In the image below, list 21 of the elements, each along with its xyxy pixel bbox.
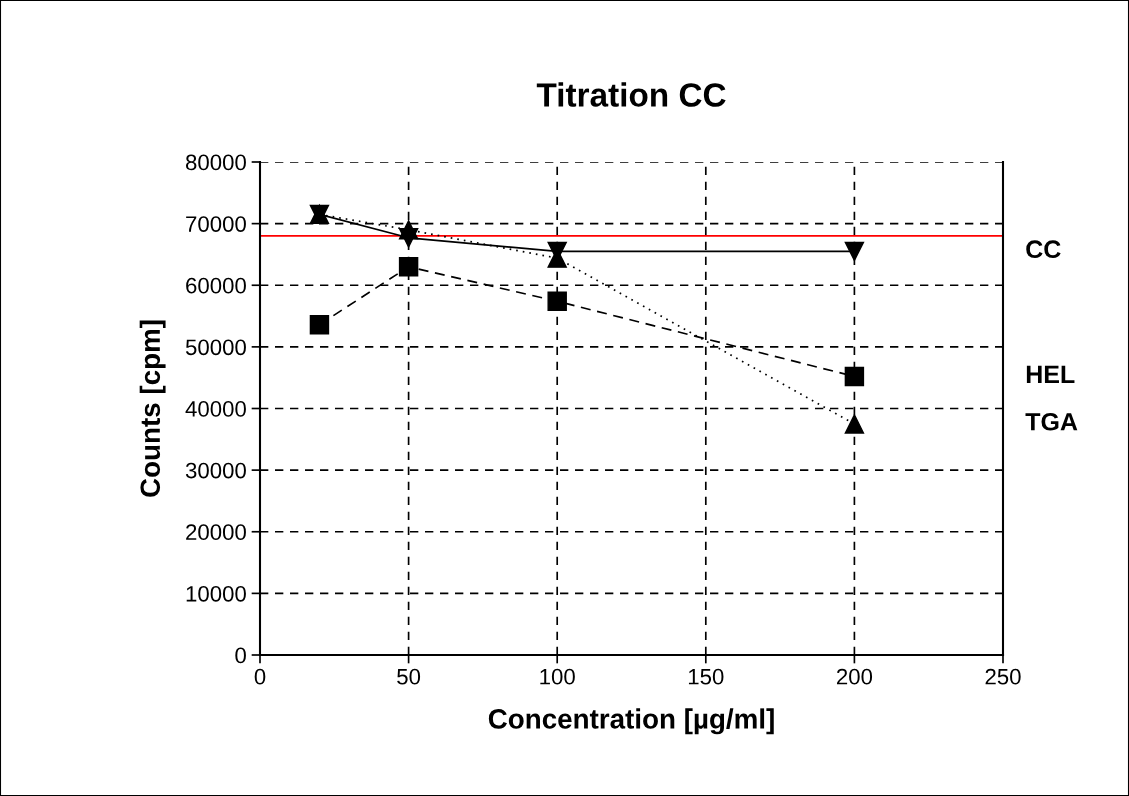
y-tick-label: 60000 [186, 277, 246, 294]
x-tick-label: 50 [397, 668, 421, 685]
y-tick-label: 80000 [185, 154, 246, 171]
y-tick-label: 10000 [186, 585, 246, 602]
y-tick-label: 40000 [185, 401, 246, 417]
x-axis-title: Concentration [µg/ml] [488, 708, 774, 735]
y-tick-label: 50000 [185, 339, 246, 356]
chart-title: Titration CC [536, 82, 726, 107]
x-tick-label: 0 [254, 668, 266, 685]
x-tick-label: 250 [985, 668, 1021, 685]
y-tick-label: 0 [235, 647, 246, 664]
y-tick-label: 70000 [186, 216, 246, 232]
y-tick-label: 20000 [186, 524, 246, 541]
text: TGA [1025, 412, 1078, 431]
text: CC [1026, 240, 1061, 259]
x-tick-label: 200 [836, 668, 873, 685]
y-axis-title: Counts [cpm] [139, 320, 166, 497]
x-tick-label: 150 [688, 668, 724, 685]
y-tick-label: 30000 [185, 462, 246, 479]
x-tick-label: 100 [540, 668, 575, 685]
text: HEL [1026, 365, 1075, 383]
